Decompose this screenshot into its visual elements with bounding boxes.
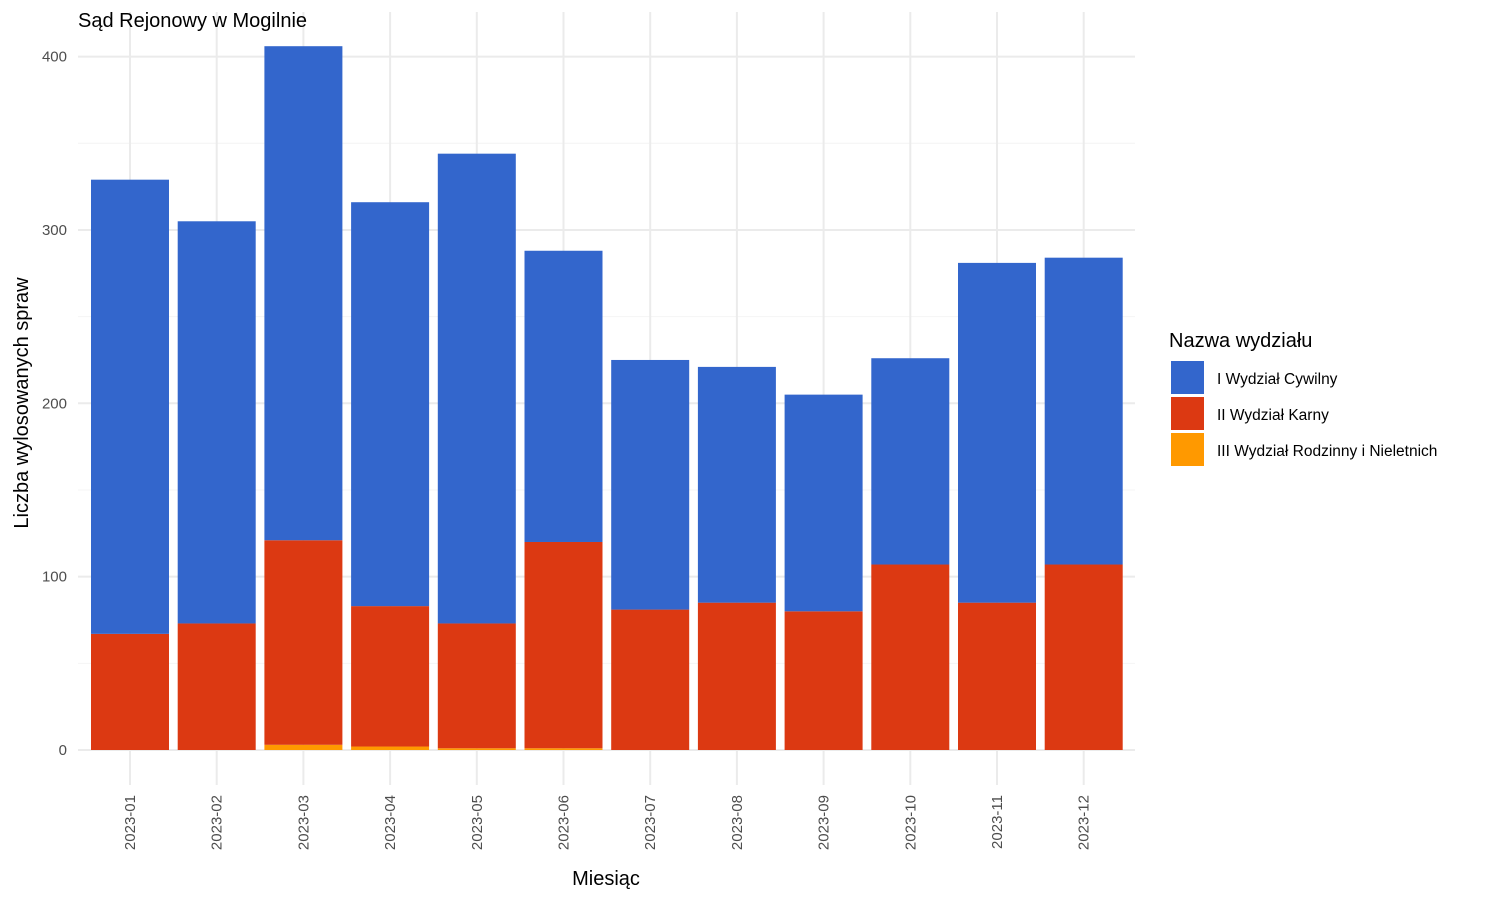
bar-2023-08-ii-wydzial-karny: [697, 602, 776, 750]
x-tick-label: 2023-08: [729, 795, 746, 850]
x-tick-label: 2023-05: [469, 795, 486, 850]
bar-2023-03-ii-wydzial-karny: [264, 540, 343, 745]
x-tick-label: 2023-03: [295, 795, 312, 850]
bar-2023-07-i-wydzial-cywilny: [611, 359, 690, 610]
bar-2023-10-i-wydzial-cywilny: [871, 358, 950, 565]
x-axis-ticks: 2023-01 2023-02 2023-03 2023-04 2023-05 2023-…: [122, 795, 1093, 850]
legend: Nazwa wydziału I Wydział Cywilny II Wydzi…: [1169, 330, 1437, 466]
y-tick-label: 200: [42, 395, 67, 412]
x-axis-title: Miesiąc: [572, 868, 640, 890]
legend-label-ii-wydzial-karny: II Wydział Karny: [1217, 407, 1329, 424]
bar-2023-09-ii-wydzial-karny: [784, 611, 863, 750]
bar-2023-04-iii-wydzial-rodzinny-i-nieletnich: [351, 746, 430, 750]
bar-2023-03-iii-wydzial-rodzinny-i-nieletnich: [264, 744, 343, 750]
bar-2023-03-i-wydzial-cywilny: [264, 46, 343, 541]
x-tick-label: 2023-12: [1076, 795, 1093, 850]
x-tick-label: 2023-11: [989, 795, 1006, 849]
bar-2023-06-i-wydzial-cywilny: [524, 250, 603, 542]
bar-2023-02-i-wydzial-cywilny: [177, 221, 256, 624]
bar-2023-12-ii-wydzial-karny: [1044, 564, 1123, 750]
bar-2023-05-i-wydzial-cywilny: [437, 153, 516, 624]
legend-label-iii-wydzial-rodzinny-i-nieletnich: III Wydział Rodzinny i Nieletnich: [1217, 443, 1437, 460]
y-axis-title: Liczba wylosowanych spraw: [11, 277, 33, 529]
x-tick-label: 2023-04: [382, 795, 399, 850]
x-tick-label: 2023-10: [902, 795, 919, 850]
bar-2023-02-ii-wydzial-karny: [177, 623, 256, 750]
bar-2023-01-ii-wydzial-karny: [91, 633, 169, 750]
y-tick-label: 400: [42, 49, 67, 66]
bar-2023-12-i-wydzial-cywilny: [1044, 257, 1123, 565]
bars: [91, 46, 1123, 750]
bar-2023-11-ii-wydzial-karny: [958, 602, 1036, 750]
legend-title: Nazwa wydziału: [1169, 330, 1312, 352]
bar-2023-08-i-wydzial-cywilny: [697, 366, 776, 603]
bar-2023-06-iii-wydzial-rodzinny-i-nieletnich: [524, 748, 603, 750]
x-tick-label: 2023-06: [556, 795, 573, 850]
bar-2023-11-i-wydzial-cywilny: [958, 262, 1036, 603]
x-tick-label: 2023-02: [209, 795, 226, 850]
bar-2023-06-ii-wydzial-karny: [524, 541, 603, 749]
bar-2023-01-i-wydzial-cywilny: [91, 179, 169, 634]
bar-2023-04-i-wydzial-cywilny: [351, 202, 430, 607]
chart-title: Sąd Rejonowy w Mogilnie: [78, 10, 307, 32]
bar-2023-05-ii-wydzial-karny: [437, 623, 516, 749]
x-tick-label: 2023-01: [122, 795, 139, 850]
y-axis-ticks: 0 100 200 300 400: [42, 49, 67, 759]
y-tick-label: 0: [59, 742, 67, 759]
y-tick-label: 300: [42, 222, 67, 239]
bar-2023-07-ii-wydzial-karny: [611, 609, 690, 750]
bar-2023-05-iii-wydzial-rodzinny-i-nieletnich: [437, 748, 516, 750]
legend-swatch-ii-wydzial-karny: [1171, 397, 1204, 430]
bar-2023-04-ii-wydzial-karny: [351, 606, 430, 747]
x-tick-label: 2023-09: [816, 795, 833, 850]
legend-label-i-wydzial-cywilny: I Wydział Cywilny: [1217, 371, 1338, 388]
legend-swatch-i-wydzial-cywilny: [1171, 361, 1204, 394]
legend-swatch-iii-wydzial-rodzinny-i-nieletnich: [1171, 433, 1204, 466]
bar-2023-10-ii-wydzial-karny: [871, 564, 950, 750]
x-tick-label: 2023-07: [642, 795, 659, 850]
y-tick-label: 100: [42, 569, 67, 586]
bar-2023-09-i-wydzial-cywilny: [784, 394, 863, 612]
